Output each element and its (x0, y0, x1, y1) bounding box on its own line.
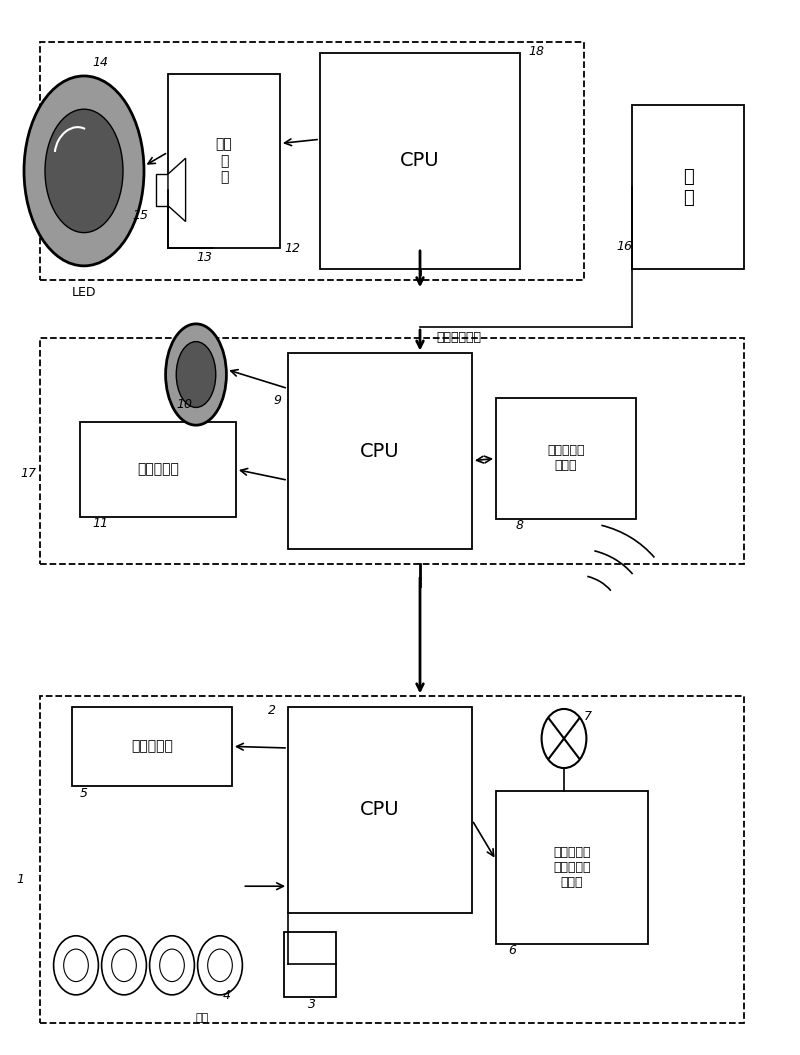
Circle shape (160, 950, 184, 981)
Text: CPU: CPU (400, 151, 440, 171)
Bar (40, 696, 744, 1023)
Text: CPU: CPU (360, 800, 400, 820)
Polygon shape (168, 158, 186, 222)
Text: 驱动
电
路: 驱动 电 路 (216, 138, 232, 184)
Text: 5: 5 (80, 787, 88, 800)
Bar (72, 707, 232, 786)
Circle shape (54, 936, 98, 995)
Circle shape (208, 950, 232, 981)
Circle shape (198, 936, 242, 995)
Text: 10: 10 (176, 399, 192, 411)
Ellipse shape (24, 76, 144, 266)
Text: CPU: CPU (360, 441, 400, 461)
Bar (496, 791, 648, 944)
Bar (284, 932, 336, 997)
Ellipse shape (166, 324, 226, 425)
Text: 14: 14 (92, 56, 108, 69)
Ellipse shape (45, 110, 123, 233)
Text: 17: 17 (20, 467, 36, 480)
Text: 8: 8 (516, 519, 524, 532)
Ellipse shape (176, 342, 216, 407)
Polygon shape (156, 174, 168, 206)
Circle shape (150, 936, 194, 995)
Text: 13: 13 (196, 251, 212, 264)
Text: LED: LED (72, 286, 96, 299)
Text: 7: 7 (584, 710, 592, 723)
Bar (80, 422, 236, 517)
Text: 按键: 按键 (196, 1013, 209, 1023)
Text: 15: 15 (132, 209, 148, 222)
Text: 16: 16 (616, 241, 632, 253)
Text: 红外遥控编
码电路及发
射器件: 红外遥控编 码电路及发 射器件 (554, 846, 590, 889)
Text: 数码管指示: 数码管指示 (137, 462, 179, 477)
Bar (288, 353, 472, 549)
Bar (320, 53, 520, 269)
Text: 9: 9 (274, 395, 282, 407)
Text: 2: 2 (268, 705, 276, 717)
Text: 电
源: 电 源 (682, 168, 694, 207)
Text: 18: 18 (528, 45, 544, 58)
Text: 数据通讯总线: 数据通讯总线 (436, 331, 481, 344)
Bar (288, 707, 472, 913)
Text: 红外接收解
码电路: 红外接收解 码电路 (547, 444, 585, 473)
Bar (632, 106, 744, 269)
Circle shape (542, 709, 586, 768)
Text: 4: 4 (222, 990, 230, 1002)
Circle shape (64, 950, 88, 981)
Text: 6: 6 (508, 944, 516, 957)
Circle shape (112, 950, 136, 981)
Bar (40, 42, 584, 280)
Bar (496, 398, 636, 519)
Bar (168, 74, 280, 248)
Text: 3: 3 (308, 998, 316, 1011)
Text: 1: 1 (16, 874, 24, 886)
Text: 液晶显示器: 液晶显示器 (131, 740, 173, 753)
Bar (40, 338, 744, 564)
Text: 12: 12 (284, 243, 300, 255)
Text: 11: 11 (92, 517, 108, 530)
Circle shape (102, 936, 146, 995)
